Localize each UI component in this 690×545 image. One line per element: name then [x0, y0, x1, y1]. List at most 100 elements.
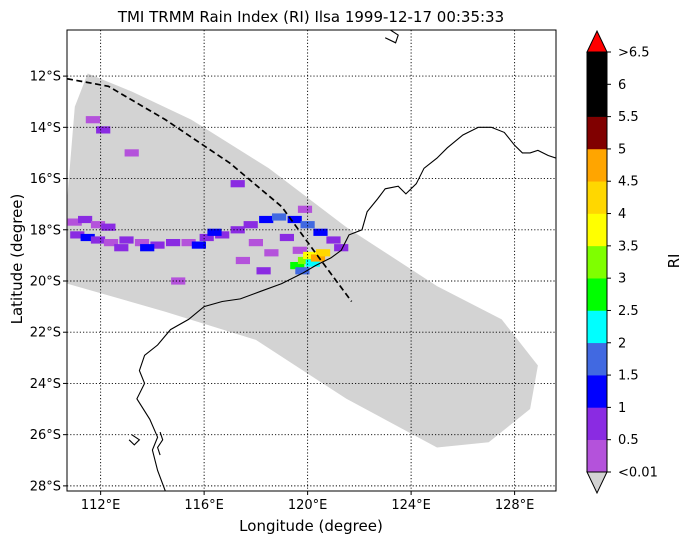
colorbar-tick-label: 2 — [618, 336, 626, 351]
rain-cell — [297, 205, 313, 213]
rain-cell — [259, 215, 274, 224]
colorbar-tick-label: 5.5 — [618, 110, 639, 125]
island — [128, 434, 141, 446]
rain-cell — [264, 249, 279, 257]
x-tick-label: 120°E — [288, 498, 328, 513]
rain-cell — [67, 218, 82, 226]
x-tick-label: 112°E — [81, 498, 121, 513]
y-tick-label: 12°S — [30, 70, 61, 85]
rain-cell — [316, 249, 331, 257]
rain-cell — [326, 236, 341, 244]
rain-cell — [114, 244, 129, 252]
y-tick-label: 28°S — [30, 479, 61, 494]
x-tick-label: 124°E — [391, 498, 431, 513]
rain-cell — [140, 244, 155, 252]
plot-frame — [66, 29, 557, 492]
rain-cell — [235, 256, 250, 265]
colorbar-frame — [586, 51, 608, 473]
colorbar-segment — [587, 116, 607, 150]
rain-cell — [85, 116, 100, 124]
map-plot-area: 112°E 116°E 120°E 124°E 128°E 12°S 14°S 16°S 18°… — [30, 29, 557, 513]
rain-cell — [199, 233, 214, 242]
coastline — [136, 272, 303, 491]
rain-cell — [215, 231, 230, 239]
colorbar-segment — [587, 213, 607, 247]
colorbar-tick-label: <0.01 — [618, 466, 658, 481]
rain-cell — [207, 228, 222, 236]
rain-cell — [90, 221, 106, 229]
y-tick-label: 26°S — [30, 428, 61, 443]
rain-cell — [103, 239, 119, 247]
colorbar-tick-label: >6.5 — [618, 46, 650, 61]
colorbar-tick-label: 0.5 — [618, 433, 639, 448]
colorbar-segment — [587, 310, 607, 344]
island — [156, 431, 164, 456]
rain-cell — [70, 231, 85, 239]
rain-cell — [150, 241, 165, 249]
colorbar-segment — [587, 148, 607, 182]
storm-track — [67, 77, 353, 303]
coastline — [302, 126, 556, 274]
rain-cell — [230, 180, 245, 188]
colorbar-segment — [587, 342, 607, 376]
colorbar-segment — [587, 439, 607, 473]
x-tick-label: 128°E — [495, 498, 535, 513]
y-tick-label: 18°S — [30, 223, 61, 238]
rain-cell — [305, 259, 320, 267]
colorbar-segment — [587, 52, 607, 85]
rain-cell — [272, 213, 287, 221]
rain-cell — [295, 267, 310, 275]
colorbar-tick-label: 3.5 — [618, 239, 639, 254]
rain-cell — [124, 149, 139, 157]
colorbar-segment — [587, 245, 607, 279]
rain-cell — [181, 239, 196, 247]
island — [384, 30, 399, 44]
colorbar-over-arrow — [586, 29, 608, 53]
rain-cell — [313, 228, 328, 236]
rain-cell — [256, 267, 271, 275]
y-axis-label: Latitude (degree) — [8, 194, 26, 325]
colorbar-tick-label: 5 — [618, 142, 626, 157]
chart-title: TMI TRMM Rain Index (RI) Ilsa 1999-12-17… — [117, 8, 504, 26]
rain-cell — [119, 236, 134, 244]
x-axis-label: Longitude (degree) — [239, 517, 383, 535]
rain-cell — [279, 233, 294, 242]
rain-cell — [292, 246, 307, 254]
colorbar-segment — [587, 181, 607, 214]
plot-content — [67, 30, 556, 491]
colorbar: <0.01 0.5 1 1.5 2 2.5 3 3.5 4 4.5 5 5.5 6 >6.5 — [586, 29, 658, 495]
rain-cell — [171, 277, 186, 285]
rain-cell — [90, 236, 106, 244]
rain-cell — [303, 251, 318, 259]
rain-cell — [310, 254, 326, 262]
rain-cell — [300, 221, 315, 229]
rain-cell — [334, 244, 349, 252]
y-tick-label: 20°S — [30, 274, 61, 289]
rain-cell — [191, 241, 206, 249]
rain-cell — [243, 221, 258, 229]
y-tick-label: 14°S — [30, 121, 61, 136]
y-tick-label: 22°S — [30, 326, 61, 341]
colorbar-segment — [587, 84, 607, 117]
rain-cell — [297, 256, 313, 265]
rain-cell — [78, 215, 93, 224]
colorbar-tick-label: 1.5 — [618, 369, 639, 384]
colorbar-under-arrow — [586, 471, 608, 495]
colorbar-segment — [587, 407, 607, 440]
rain-cell — [80, 233, 95, 242]
rain-cell — [134, 239, 150, 247]
y-tick-label: 16°S — [30, 172, 61, 187]
rain-cell — [248, 239, 263, 247]
rain-cell — [290, 262, 305, 270]
colorbar-tick-label: 6 — [618, 78, 626, 93]
colorbar-tick-label: 3 — [618, 272, 626, 287]
colorbar-tick-label: 2.5 — [618, 304, 639, 319]
rain-cell — [287, 215, 302, 224]
x-tick-label: 116°E — [184, 498, 224, 513]
colorbar-segment — [587, 375, 607, 408]
colorbar-segment — [587, 278, 607, 311]
y-tick-label: 24°S — [30, 377, 61, 392]
rain-cell — [101, 223, 116, 231]
colorbar-tick-label: 4 — [618, 207, 626, 222]
